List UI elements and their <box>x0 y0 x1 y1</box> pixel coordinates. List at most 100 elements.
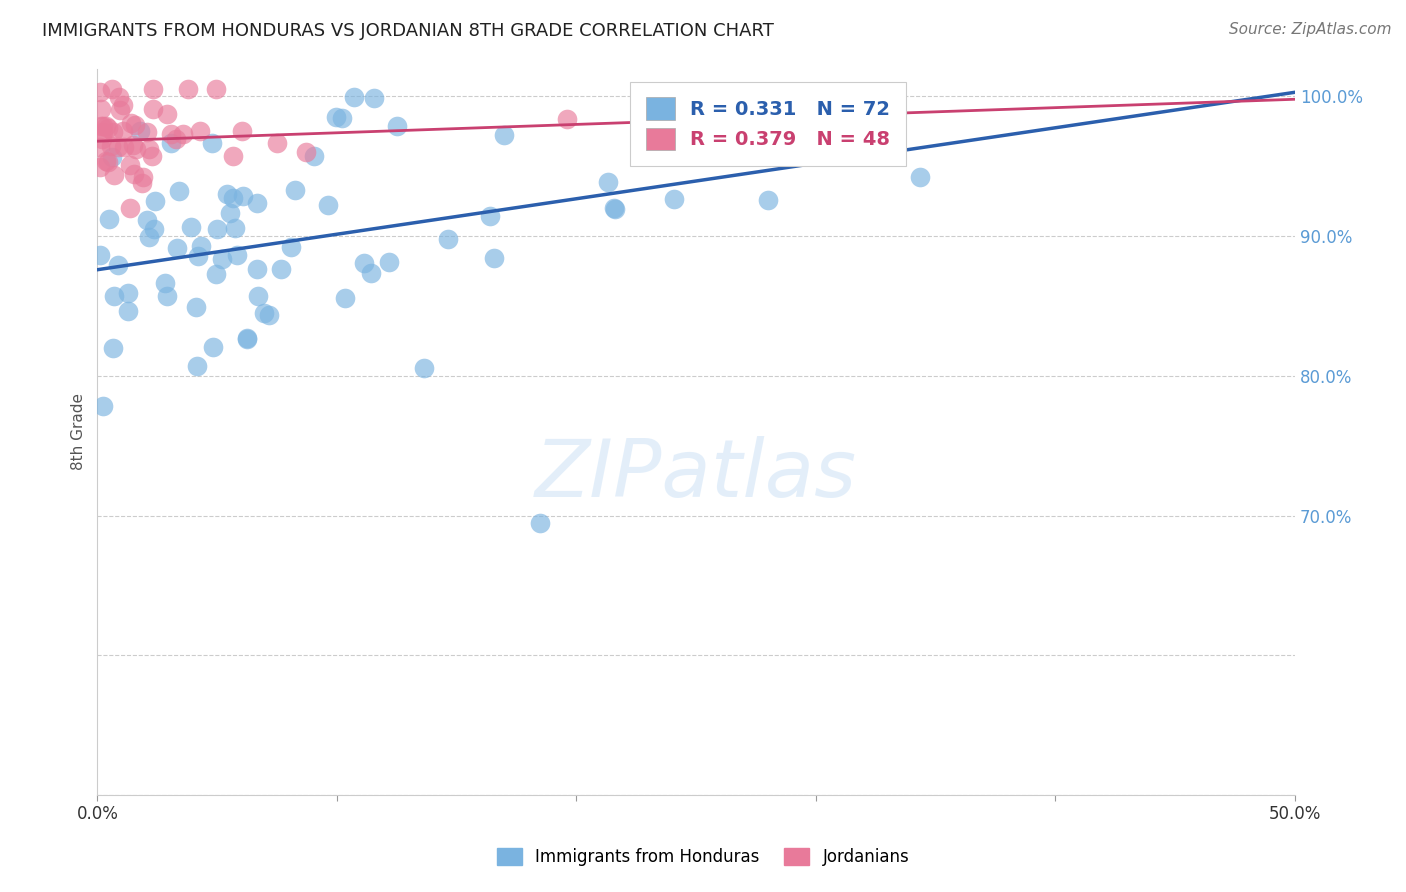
Text: ZIPatlas: ZIPatlas <box>536 436 858 515</box>
Point <box>224 220 246 235</box>
Point <box>117 303 139 318</box>
Point <box>91 119 114 133</box>
Point <box>90 119 112 133</box>
Point <box>711 142 734 156</box>
Point <box>138 142 160 156</box>
Point <box>124 118 146 132</box>
Point <box>91 125 114 139</box>
Point <box>908 170 931 185</box>
Point <box>304 149 326 163</box>
Point <box>103 125 125 139</box>
Point <box>325 110 347 124</box>
Point <box>363 91 385 105</box>
Point <box>156 288 179 302</box>
Point <box>215 187 238 202</box>
Point <box>232 189 254 203</box>
Y-axis label: 8th Grade: 8th Grade <box>72 393 86 470</box>
Point <box>97 121 120 136</box>
Point <box>138 229 160 244</box>
Point <box>201 136 224 150</box>
Point <box>103 168 125 182</box>
Point <box>402 42 425 56</box>
Point <box>118 158 141 172</box>
Point <box>107 258 129 272</box>
Point <box>141 149 163 163</box>
Point <box>343 90 366 104</box>
Point <box>90 102 112 116</box>
Point <box>124 167 146 181</box>
Point <box>664 192 686 206</box>
Point <box>97 154 120 169</box>
Point <box>222 149 245 163</box>
Point <box>132 169 155 184</box>
Point <box>603 201 626 215</box>
Point <box>91 399 114 413</box>
Point <box>142 103 165 117</box>
Point <box>266 136 288 150</box>
Point <box>204 268 226 282</box>
Point <box>186 359 208 373</box>
Point <box>280 240 302 254</box>
Point <box>596 175 619 189</box>
Point <box>103 288 125 302</box>
Point <box>246 195 269 210</box>
Point <box>120 116 142 130</box>
Point <box>222 191 245 205</box>
Point <box>177 82 200 96</box>
Point <box>246 289 269 303</box>
Point <box>437 232 460 246</box>
Point <box>316 198 339 212</box>
Point <box>412 360 434 375</box>
Point <box>153 276 176 290</box>
Point <box>159 136 181 151</box>
Point <box>100 82 122 96</box>
Point <box>188 124 211 138</box>
Point <box>180 220 202 235</box>
Point <box>226 248 249 262</box>
Point <box>136 125 159 139</box>
Point <box>808 118 831 132</box>
Point <box>108 90 131 104</box>
Point <box>98 212 121 227</box>
Point <box>156 107 179 121</box>
Point <box>246 262 269 277</box>
Point <box>122 137 145 152</box>
Point <box>332 112 354 126</box>
Point <box>142 82 165 96</box>
Legend: Immigrants from Honduras, Jordanians: Immigrants from Honduras, Jordanians <box>488 840 918 875</box>
Point <box>484 252 506 266</box>
Point <box>94 119 117 133</box>
Point <box>211 252 233 266</box>
Point <box>100 138 122 153</box>
Point <box>135 213 157 227</box>
Point <box>110 103 132 117</box>
Point <box>756 194 779 208</box>
Point <box>142 222 165 236</box>
Point <box>89 160 111 174</box>
Point <box>89 140 111 154</box>
Point <box>89 248 111 262</box>
Point <box>360 266 382 280</box>
Point <box>111 124 134 138</box>
Point <box>118 201 141 215</box>
Point <box>478 209 501 223</box>
Point <box>107 140 129 154</box>
Point <box>492 128 515 143</box>
Point <box>377 254 399 268</box>
Point <box>165 132 187 146</box>
Point <box>112 97 135 112</box>
Point <box>733 98 755 112</box>
Point <box>89 86 111 100</box>
Point <box>385 119 408 133</box>
Point <box>160 127 183 141</box>
Point <box>172 127 194 141</box>
Point <box>112 140 135 154</box>
Text: IMMIGRANTS FROM HONDURAS VS JORDANIAN 8TH GRADE CORRELATION CHART: IMMIGRANTS FROM HONDURAS VS JORDANIAN 8T… <box>42 22 775 40</box>
Point <box>236 332 259 346</box>
Point <box>235 331 257 345</box>
Point <box>129 124 152 138</box>
Point <box>90 132 112 146</box>
Point <box>125 142 148 156</box>
Text: Source: ZipAtlas.com: Source: ZipAtlas.com <box>1229 22 1392 37</box>
Point <box>94 153 117 168</box>
